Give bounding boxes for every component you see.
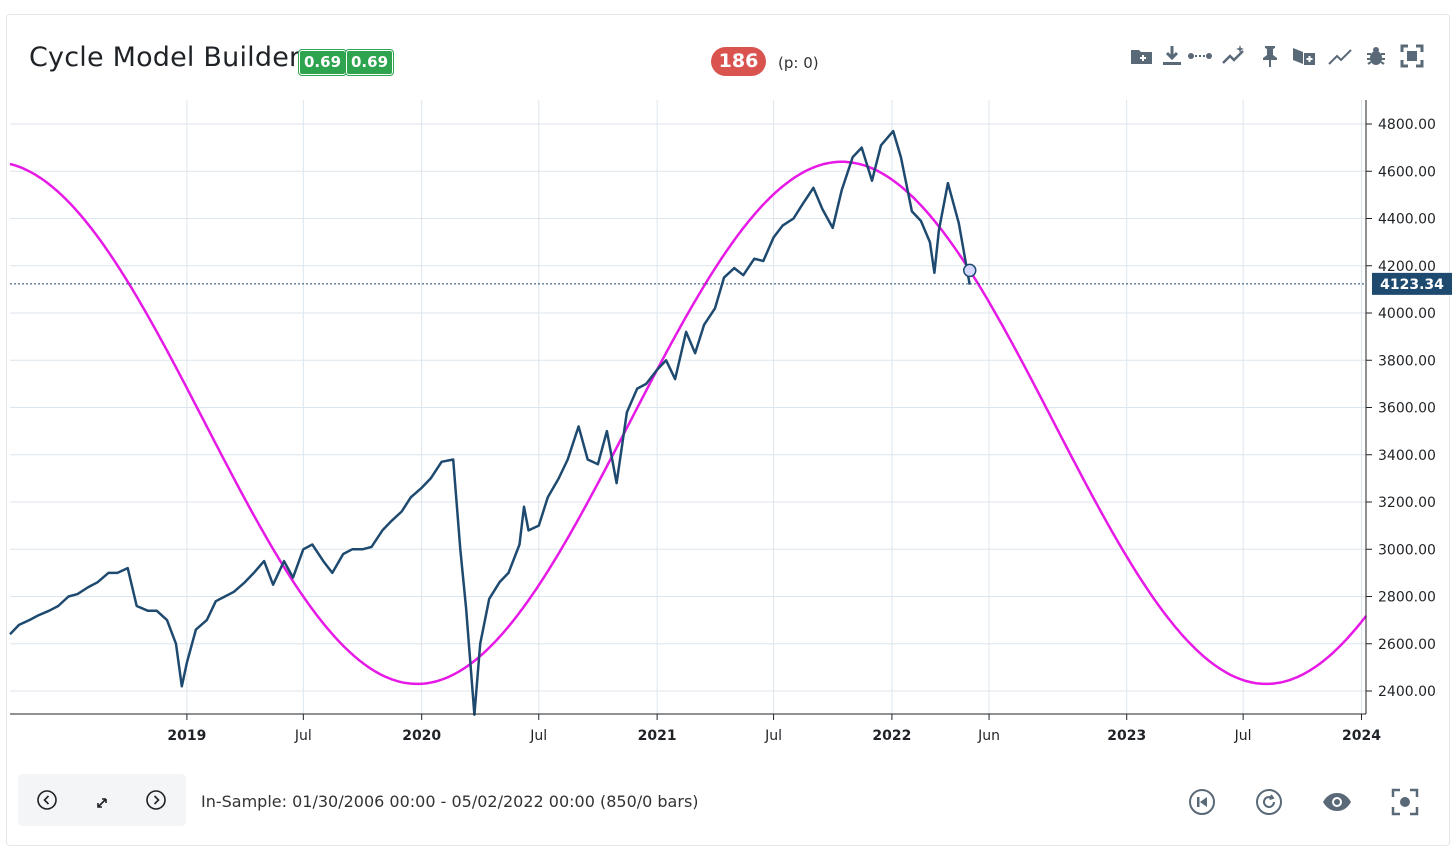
dotted-line-icon[interactable] [1186,42,1214,70]
expand-arrows-icon[interactable] [88,786,116,814]
download-icon[interactable] [1158,42,1186,70]
trend-line-icon[interactable] [1326,42,1354,70]
refresh-icon[interactable] [1253,786,1285,818]
count-badge[interactable]: 186 [711,47,766,76]
fullscreen-icon[interactable] [1398,42,1426,70]
folder-plus-icon[interactable] [1128,42,1156,70]
score-badge-1: 0.69 [299,50,347,75]
chevron-right-circle-icon[interactable] [142,786,170,814]
skip-back-icon[interactable] [1186,786,1218,818]
chart-toolbar [1128,42,1428,70]
p-value-label: (p: 0) [778,54,819,72]
chevron-left-circle-icon[interactable] [33,786,61,814]
chart-frame [6,14,1450,846]
score-badge-2: 0.69 [346,50,394,75]
bug-icon[interactable] [1362,42,1390,70]
pin-icon[interactable] [1256,42,1284,70]
export-icon[interactable] [1290,42,1318,70]
focus-icon[interactable] [1389,786,1421,818]
chart-nav-controls [18,774,186,826]
eye-icon[interactable] [1321,786,1353,818]
page-title: Cycle Model Builder [29,42,301,73]
in-sample-range: In-Sample: 01/30/2006 00:00 - 05/02/2022… [201,792,699,811]
sparkle-chart-icon[interactable] [1220,42,1248,70]
